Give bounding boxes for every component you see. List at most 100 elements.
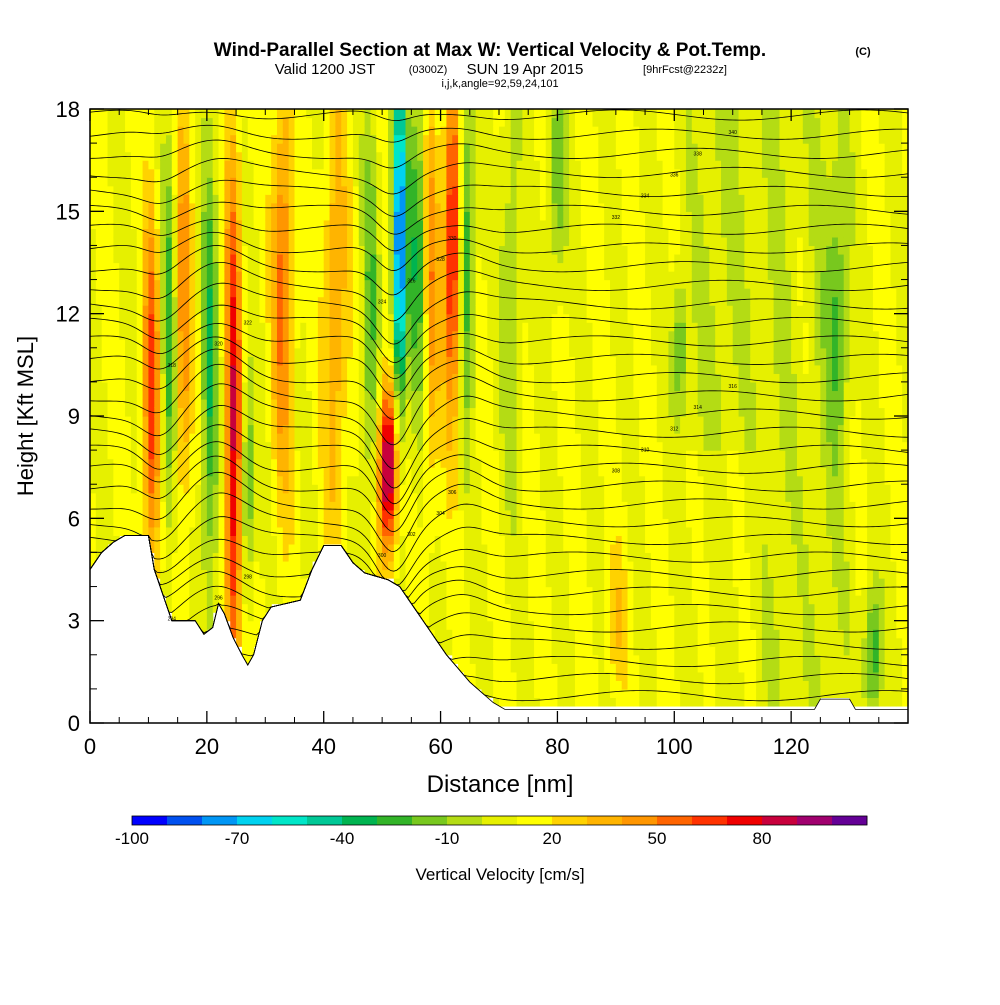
velocity-cell (516, 347, 523, 357)
velocity-cell (130, 381, 138, 392)
velocity-cell (317, 305, 325, 315)
velocity-cell (265, 194, 272, 204)
velocity-cell (236, 475, 243, 485)
velocity-cell (487, 177, 494, 187)
velocity-cell (534, 501, 541, 511)
velocity-cell (224, 373, 231, 383)
velocity-cell (393, 236, 401, 247)
velocity-cell (458, 279, 465, 289)
velocity-cell (90, 194, 97, 204)
velocity-cell (125, 143, 132, 153)
velocity-cell (212, 126, 220, 136)
velocity-cell (510, 143, 518, 153)
velocity-cell (545, 143, 553, 153)
velocity-cell (545, 612, 553, 622)
velocity-cell (288, 177, 296, 187)
velocity-cell (341, 313, 348, 323)
velocity-cell (475, 117, 483, 127)
velocity-cell (90, 117, 97, 127)
velocity-cell (446, 322, 453, 332)
velocity-cell (160, 416, 167, 426)
velocity-cell (154, 262, 161, 272)
velocity-cell (236, 458, 243, 468)
velocity-cell (510, 194, 518, 204)
velocity-cell (183, 467, 190, 477)
velocity-cell (119, 433, 126, 443)
velocity-cell (148, 543, 155, 554)
velocity-cell (393, 501, 401, 511)
velocity-cell (218, 313, 225, 323)
velocity-cell (171, 109, 179, 119)
velocity-cell (288, 339, 296, 349)
velocity-cell (387, 569, 395, 579)
velocity-cell (352, 416, 360, 426)
velocity-cell (195, 552, 202, 562)
velocity-cell (154, 236, 161, 247)
velocity-cell (463, 620, 471, 630)
velocity-cell (95, 475, 103, 485)
velocity-cell (405, 126, 412, 136)
velocity-cell (382, 543, 389, 554)
velocity-cell (347, 109, 354, 119)
velocity-cell (463, 586, 471, 596)
velocity-cell (171, 160, 179, 170)
velocity-cell (551, 501, 559, 511)
velocity-cell (113, 245, 120, 255)
velocity-cell (142, 151, 150, 161)
velocity-cell (241, 381, 249, 392)
velocity-cell (236, 109, 243, 119)
velocity-cell (434, 535, 442, 545)
velocity-cell (534, 305, 541, 315)
velocity-cell (306, 322, 313, 332)
velocity-cell (329, 288, 336, 298)
velocity-cell (428, 305, 436, 315)
velocity-cell (534, 612, 541, 622)
velocity-cell (563, 228, 570, 238)
velocity-cell (241, 236, 249, 247)
velocity-cell (358, 492, 366, 502)
velocity-cell (399, 535, 407, 545)
velocity-cell (241, 364, 249, 374)
velocity-cell (142, 177, 150, 187)
velocity-cell (364, 424, 372, 434)
velocity-cell (259, 296, 266, 306)
velocity-cell (247, 552, 255, 562)
velocity-cell (469, 134, 477, 144)
velocity-cell (364, 245, 372, 255)
velocity-cell (300, 117, 307, 127)
velocity-cell (323, 441, 331, 451)
velocity-cell (417, 219, 424, 229)
velocity-cell (236, 620, 243, 630)
velocity-cell (528, 663, 535, 673)
velocity-cell (539, 578, 547, 588)
velocity-cell (247, 560, 255, 571)
velocity-cell (341, 381, 348, 392)
velocity-cell (329, 117, 336, 127)
velocity-cell (317, 330, 325, 340)
velocity-cell (165, 151, 173, 161)
velocity-cell (212, 578, 220, 588)
velocity-cell (463, 347, 471, 357)
velocity-cell (247, 595, 255, 605)
velocity-cell (545, 441, 553, 451)
velocity-cell (101, 211, 109, 221)
velocity-cell (452, 552, 459, 562)
velocity-cell (522, 373, 529, 383)
velocity-cell (90, 458, 97, 468)
velocity-cell (271, 543, 278, 554)
velocity-cell (481, 279, 488, 289)
velocity-cell (458, 160, 465, 170)
velocity-cell (224, 117, 231, 127)
velocity-cell (306, 356, 313, 366)
velocity-cell (206, 322, 214, 332)
velocity-cell (206, 552, 214, 562)
velocity-cell (434, 629, 442, 639)
velocity-cell (253, 330, 261, 340)
velocity-cell (358, 288, 366, 298)
velocity-cell (528, 305, 535, 315)
velocity-cell (452, 117, 459, 127)
velocity-cell (428, 313, 436, 323)
velocity-cell (241, 313, 249, 323)
velocity-cell (446, 211, 453, 221)
velocity-cell (399, 560, 407, 571)
